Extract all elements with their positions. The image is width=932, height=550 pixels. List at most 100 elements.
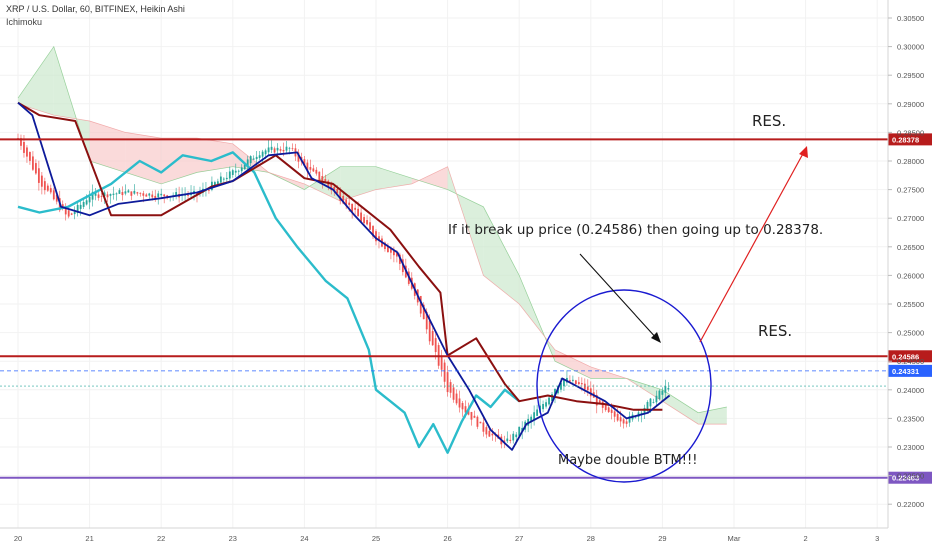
candle-body bbox=[372, 226, 374, 237]
cloud-bull-segment bbox=[340, 166, 376, 202]
candle-body bbox=[476, 416, 479, 427]
price-tick-label: 0.26000 bbox=[897, 271, 924, 280]
candle-body bbox=[103, 192, 106, 197]
candle-body bbox=[339, 191, 342, 201]
candle-body bbox=[321, 176, 324, 183]
candle-body bbox=[285, 146, 288, 151]
price-tick-label: 0.28500 bbox=[897, 128, 924, 137]
candle-body bbox=[485, 427, 488, 435]
candle-body bbox=[79, 204, 82, 209]
candle-body bbox=[115, 193, 118, 195]
candle-body bbox=[625, 421, 628, 424]
price-label-box[interactable] bbox=[888, 471, 932, 484]
candle-body bbox=[434, 338, 437, 353]
price-label-box[interactable] bbox=[888, 350, 932, 363]
candle-body bbox=[243, 164, 246, 170]
candle-body bbox=[46, 185, 49, 191]
price-tick-label: 0.28000 bbox=[897, 157, 924, 166]
candle-body bbox=[35, 163, 37, 174]
price-axis[interactable]: 0.30500 0.30000 0.29500 0.29000 0.28500 0.280… bbox=[887, 0, 924, 528]
candle-body bbox=[491, 433, 494, 436]
candle-body bbox=[67, 210, 70, 217]
time-tick-label: 3 bbox=[875, 534, 879, 543]
candle-body bbox=[249, 156, 252, 164]
time-tick-label: 22 bbox=[157, 534, 165, 543]
resistance-mid-note[interactable]: RES. bbox=[758, 322, 793, 340]
double-bottom-circle[interactable] bbox=[536, 289, 712, 483]
candle-body bbox=[616, 414, 619, 421]
candle-body bbox=[542, 403, 544, 410]
price-tick-label: 0.24500 bbox=[897, 357, 924, 366]
candle-body bbox=[91, 191, 94, 200]
time-tick-label: 27 bbox=[515, 534, 523, 543]
candle-body bbox=[127, 190, 130, 193]
candle-body bbox=[73, 211, 76, 215]
candle-body bbox=[237, 170, 240, 172]
candle-body bbox=[76, 204, 79, 213]
candle-body bbox=[655, 395, 658, 403]
candle-body bbox=[661, 390, 664, 395]
candle-body bbox=[64, 206, 67, 215]
candle-body bbox=[622, 419, 625, 424]
cloud-bear-segment bbox=[89, 120, 126, 173]
candle-body bbox=[595, 394, 598, 406]
price-tick-label: 0.29500 bbox=[897, 71, 924, 80]
candle-body bbox=[291, 148, 294, 150]
candle-body bbox=[443, 362, 446, 382]
candle-body bbox=[282, 149, 285, 152]
indicator-label[interactable]: Ichimoku bbox=[6, 17, 43, 27]
price-label-text: 0.28378 bbox=[892, 135, 919, 144]
time-tick-label: 20 bbox=[14, 534, 22, 543]
user-drawings[interactable] bbox=[536, 146, 808, 483]
breakout-condition-note[interactable]: If it break up price (0.24586) then goin… bbox=[448, 222, 824, 238]
candle-body bbox=[29, 152, 31, 161]
time-tick-label: 2 bbox=[804, 534, 808, 543]
target-arrow-up[interactable] bbox=[699, 149, 806, 343]
candle-body bbox=[598, 400, 601, 403]
candle-body bbox=[488, 430, 491, 437]
candle-body bbox=[533, 412, 536, 420]
resistance-top-note[interactable]: RES. bbox=[752, 112, 787, 130]
candle-body bbox=[425, 311, 428, 330]
candle-body bbox=[219, 176, 222, 183]
candle-body bbox=[375, 231, 377, 242]
candle-body bbox=[336, 189, 339, 194]
time-axis[interactable]: 20 21 22 23 24 25 26 27 28 29 Mar 2 3 bbox=[0, 527, 888, 543]
candle-body bbox=[509, 439, 512, 442]
candle-body bbox=[70, 213, 73, 215]
cloud-bull-segment bbox=[18, 46, 54, 116]
candle-body bbox=[384, 242, 386, 250]
candle-body bbox=[145, 194, 148, 197]
cloud-bear-segment bbox=[197, 138, 233, 173]
price-label-box[interactable] bbox=[888, 133, 932, 146]
time-tick-label: 29 bbox=[658, 534, 666, 543]
candle-body bbox=[440, 355, 443, 370]
double-bottom-note[interactable]: Maybe double BTM!!! bbox=[558, 453, 698, 468]
ichimoku-lines bbox=[17, 101, 671, 454]
candle-body bbox=[222, 178, 225, 180]
candle-body bbox=[604, 404, 607, 411]
cloud-bear-segment bbox=[161, 138, 197, 184]
price-tick-label: 0.30500 bbox=[897, 14, 924, 23]
price-tick-label: 0.23000 bbox=[897, 443, 924, 452]
candle-body bbox=[422, 304, 425, 320]
price-label-box[interactable] bbox=[888, 364, 932, 377]
candle-body bbox=[252, 158, 255, 160]
candle-body bbox=[467, 409, 470, 415]
price-tick-label: 0.22500 bbox=[897, 472, 924, 481]
target-arrowhead-up bbox=[799, 146, 808, 158]
price-label-text: 0.22463 bbox=[892, 474, 919, 483]
candle-body bbox=[133, 190, 136, 194]
price-tick-label: 0.23500 bbox=[897, 414, 924, 423]
candle-body bbox=[607, 407, 610, 413]
candle-body bbox=[464, 406, 467, 413]
candle-body bbox=[273, 148, 276, 153]
candle-body bbox=[512, 433, 515, 441]
candle-body bbox=[139, 192, 142, 194]
candle-body bbox=[446, 372, 449, 393]
candle-body bbox=[536, 409, 538, 416]
pointer-arrowhead-down bbox=[651, 332, 661, 343]
candle-body bbox=[124, 191, 127, 194]
pointer-arrow-down[interactable] bbox=[579, 253, 659, 341]
